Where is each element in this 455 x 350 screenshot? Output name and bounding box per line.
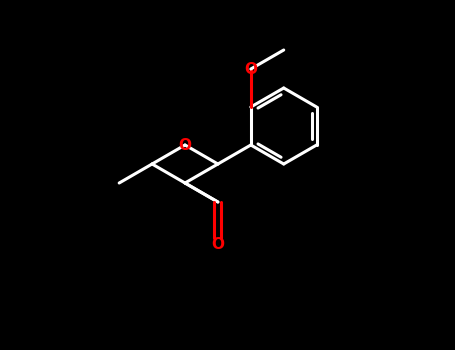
- Text: O: O: [178, 138, 192, 153]
- Text: O: O: [244, 62, 258, 77]
- Text: O: O: [212, 237, 224, 252]
